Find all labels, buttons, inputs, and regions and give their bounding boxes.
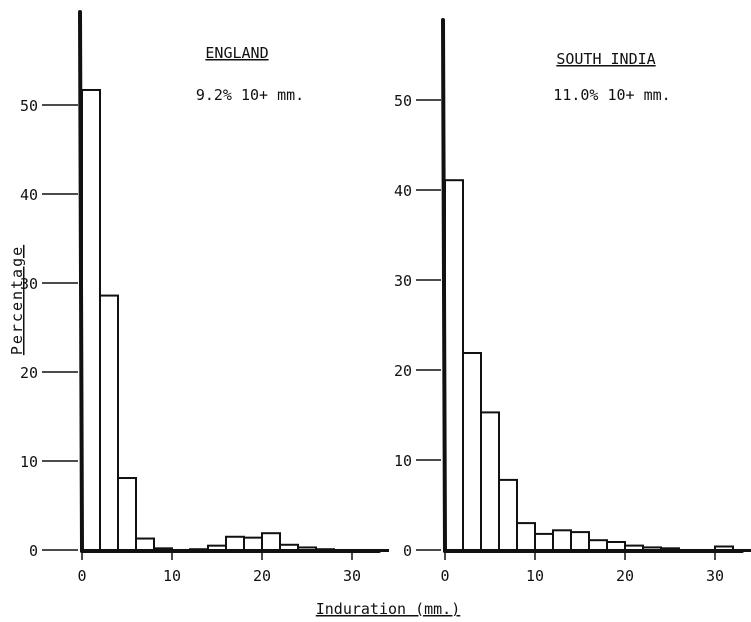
bar (99, 294, 119, 552)
x-tick-label: 10 (163, 567, 181, 585)
y-axis-line (441, 18, 447, 553)
x-tick-label: 30 (343, 567, 361, 585)
x-tick-label: 0 (440, 567, 449, 585)
y-tick-label: 40 (394, 182, 412, 200)
y-tick-label: 0 (403, 542, 412, 560)
x-tick-label: 10 (526, 567, 544, 585)
bar (261, 532, 281, 553)
bar (498, 478, 518, 552)
x-axis-label: Induration (mm.) (316, 600, 461, 618)
y-tick-label: 40 (20, 186, 38, 204)
bar (444, 179, 464, 552)
panel-title: ENGLAND (205, 44, 268, 62)
y-tick-label: 20 (394, 362, 412, 380)
bar (516, 522, 536, 552)
y-tick-label: 10 (394, 452, 412, 470)
bar (243, 536, 263, 553)
bar (552, 529, 572, 552)
y-axis-line (78, 10, 84, 553)
y-tick-label: 10 (20, 453, 38, 471)
bar (534, 532, 554, 553)
y-tick-label: 30 (20, 275, 38, 293)
bar (462, 352, 482, 552)
bar (570, 531, 590, 552)
bar (81, 88, 101, 552)
panel-annotation: 9.2% 10+ mm. (196, 86, 304, 104)
y-tick-label: 50 (20, 97, 38, 115)
x-tick-label: 20 (253, 567, 271, 585)
y-tick-label: 30 (394, 272, 412, 290)
panel-annotation: 11.0% 10+ mm. (553, 86, 670, 104)
panel-england: 0 10 20 30 40 50 0 10 20 30 ENGLAND 9.2% 10+ mm. (20, 10, 389, 585)
panel-title: SOUTH INDIA (556, 50, 655, 68)
y-tick-label: 0 (29, 542, 38, 560)
bar (480, 411, 500, 552)
panel-south-india: 0 10 20 30 40 50 0 10 20 30 SOUTH INDIA 11.0% 10+ m… (394, 18, 751, 585)
x-tick-label: 30 (706, 567, 724, 585)
bar (225, 535, 245, 553)
y-axis-label: Percentage (8, 245, 26, 355)
y-tick-label: 50 (394, 92, 412, 110)
bar (117, 477, 137, 552)
x-tick-label: 20 (616, 567, 634, 585)
y-tick-label: 20 (20, 364, 38, 382)
x-tick-label: 0 (77, 567, 86, 585)
